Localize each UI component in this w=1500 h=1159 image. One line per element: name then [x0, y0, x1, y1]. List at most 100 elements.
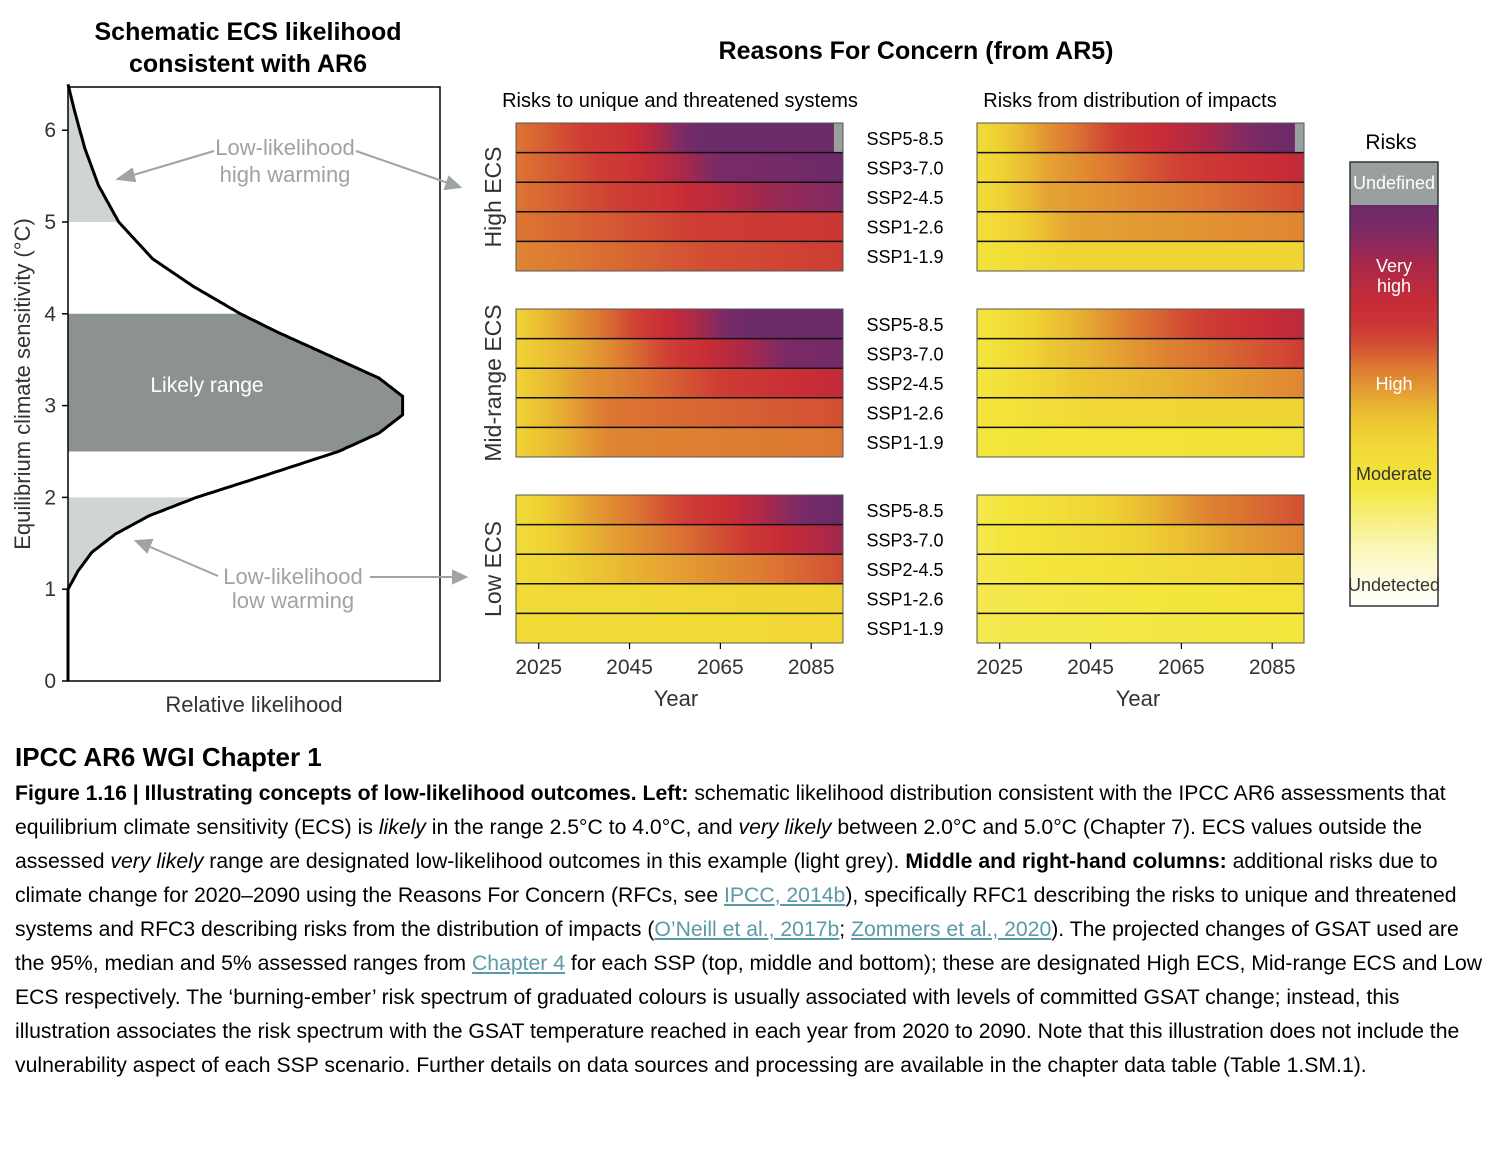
caption-italic: very likely: [110, 850, 204, 873]
caption-left-label: Left:: [642, 782, 689, 805]
low-warming-arrow-left: [147, 545, 219, 577]
rfc1-x-axis-label: Year: [654, 686, 698, 711]
ref-link-ipcc-2014b[interactable]: IPCC, 2014b: [724, 884, 846, 907]
high-warming-arrowhead-right: [443, 175, 463, 191]
ecs-bands: [68, 84, 403, 590]
risk-legend-undetected-label: Undetected: [1348, 575, 1440, 595]
ecs-y-tick-label: 2: [44, 486, 56, 509]
high-warming-arrowhead-left: [115, 167, 137, 183]
source-title: IPCC AR6 WGI Chapter 1: [15, 742, 322, 772]
low-warming-annotation-line-1: Low-likelihood: [223, 564, 362, 589]
ember-bar-ssp1-26: [516, 583, 843, 614]
high-warming-annotation-line-2: high warming: [220, 162, 351, 187]
ember-bar-ssp1-26: [977, 397, 1304, 428]
ecs-y-tick-label: 4: [44, 303, 56, 326]
ember-bar-ssp5-85: [516, 123, 843, 153]
ecs-y-axis: 0 1 2 3 4 5 6: [44, 119, 68, 693]
ember-bar-ssp2-45: [977, 554, 1304, 584]
scenario-label: SSP2-4.5: [866, 374, 943, 394]
ecs-y-tick-label: 0: [44, 670, 56, 693]
panel-frame: [515, 308, 844, 458]
panel-frame: [976, 308, 1305, 458]
scenario-label: SSP5-8.5: [866, 129, 943, 149]
ember-bar-ssp2-45: [977, 368, 1304, 398]
undefined-segment: [833, 123, 843, 153]
year-tick-label: 2065: [1158, 656, 1205, 679]
scenario-label: SSP1-1.9: [866, 433, 943, 453]
caption-text: schematic likelihood distribution consis…: [15, 782, 1446, 839]
low-likelihood-low-warming-band: [68, 497, 197, 590]
ember-bar-ssp3-70: [977, 152, 1304, 183]
ember-bar-ssp1-26: [516, 397, 843, 428]
caption-text: ), specifically RFC1 describing the risk…: [15, 884, 1457, 941]
panel-frame: [515, 122, 844, 272]
ember-bar-ssp3-70: [516, 524, 843, 555]
ember-bar-ssp1-19: [977, 241, 1304, 271]
group-label-high-ecs: High ECS: [480, 147, 506, 248]
ecs-chart-title-line-2: consistent with AR6: [129, 50, 367, 78]
high-warming-arrow-left: [129, 150, 215, 177]
group-label-mid-range-ecs: Mid-range ECS: [480, 304, 506, 461]
ember-bar-ssp3-70: [516, 338, 843, 369]
ember-bar-ssp5-85: [516, 309, 843, 339]
scenario-label: SSP3-7.0: [866, 530, 943, 550]
ember-bar-ssp1-19: [977, 613, 1304, 643]
ember-bar-ssp1-19: [516, 613, 843, 643]
ember-bar-ssp2-45: [516, 554, 843, 584]
ecs-likelihood-curve: [66, 83, 405, 681]
ecs-likelihood-chart: Schematic ECS likelihood consistent with…: [10, 18, 469, 717]
ref-link-zommers-2020[interactable]: Zommers et al., 2020: [851, 918, 1052, 941]
scenario-label: SSP2-4.5: [866, 188, 943, 208]
high-warming-arrow-right: [355, 150, 449, 184]
ecs-y-tick-label: 5: [44, 211, 56, 234]
caption-text: for each SSP (top, middle and bottom); t…: [15, 952, 1483, 1077]
ref-link-chapter-4[interactable]: Chapter 4: [471, 952, 566, 975]
caption-text: ;: [839, 918, 852, 941]
risk-legend-very-high-label-line-2: high: [1377, 276, 1411, 296]
group-label-low-ecs: Low ECS: [480, 521, 506, 617]
rfc-panel-2-1: [976, 122, 1305, 272]
scenario-label: SSP1-2.6: [866, 590, 943, 610]
caption-figure-label: Figure 1.16 | Illustrating concepts of l…: [15, 782, 637, 805]
ecs-chart-title-line-1: Schematic ECS likelihood: [94, 18, 401, 46]
ember-bar-ssp5-85: [516, 495, 843, 525]
ember-bar-ssp1-26: [516, 211, 843, 242]
year-tick-label: 2025: [976, 656, 1023, 679]
ember-bar-ssp1-26: [977, 583, 1304, 614]
caption-columns-label: Middle and right-hand columns:: [905, 850, 1227, 873]
ecs-plot-frame: [67, 86, 441, 682]
risk-legend-undefined-swatch: [1350, 162, 1438, 205]
scenario-label: SSP2-4.5: [866, 560, 943, 580]
figure: Schematic ECS likelihood consistent with…: [10, 18, 1440, 717]
scenario-label: SSP5-8.5: [866, 501, 943, 521]
low-warming-arrowhead-right: [452, 569, 469, 585]
year-tick-label: 2025: [515, 656, 562, 679]
year-tick-label: 2085: [1249, 656, 1296, 679]
scenario-labels: SSP5-8.5 SSP3-7.0 SSP2-4.5 SSP1-2.6 SSP1-1.9…: [866, 129, 943, 639]
scenario-label: SSP3-7.0: [866, 158, 943, 178]
caption-text: additional risks due to climate change f…: [15, 850, 1438, 907]
scenario-label: SSP1-1.9: [866, 247, 943, 267]
rfc-panel-1-3: [515, 494, 844, 644]
risk-legend-undefined-label: Undefined: [1353, 173, 1435, 193]
year-tick-label: 2065: [697, 656, 744, 679]
panel-frame: [976, 494, 1305, 644]
ember-bar-ssp3-70: [977, 524, 1304, 555]
ember-bar-ssp1-19: [977, 427, 1304, 457]
ember-bar-ssp1-19: [516, 427, 843, 457]
ember-bar-ssp1-26: [977, 211, 1304, 242]
ember-bar-ssp3-70: [977, 338, 1304, 369]
rfc-panel-1-2: [515, 308, 844, 458]
rfc-panel-1-1: [515, 122, 844, 272]
ref-link-oneill-2017b[interactable]: O’Neill et al., 2017b: [654, 918, 840, 941]
risk-legend-high-label: High: [1375, 374, 1412, 394]
rfc3-x-axis-label: Year: [1116, 686, 1160, 711]
ember-bar-ssp5-85: [977, 123, 1304, 153]
year-tick-label: 2085: [788, 656, 835, 679]
ember-bar-ssp1-19: [516, 241, 843, 271]
high-warming-annotation-line-1: Low-likelihood: [215, 135, 354, 160]
risk-legend-gradient: [1350, 205, 1438, 606]
rfc-panel-2-2: [976, 308, 1305, 458]
undefined-segment: [1294, 123, 1304, 153]
low-likelihood-high-warming-band: [68, 84, 119, 222]
